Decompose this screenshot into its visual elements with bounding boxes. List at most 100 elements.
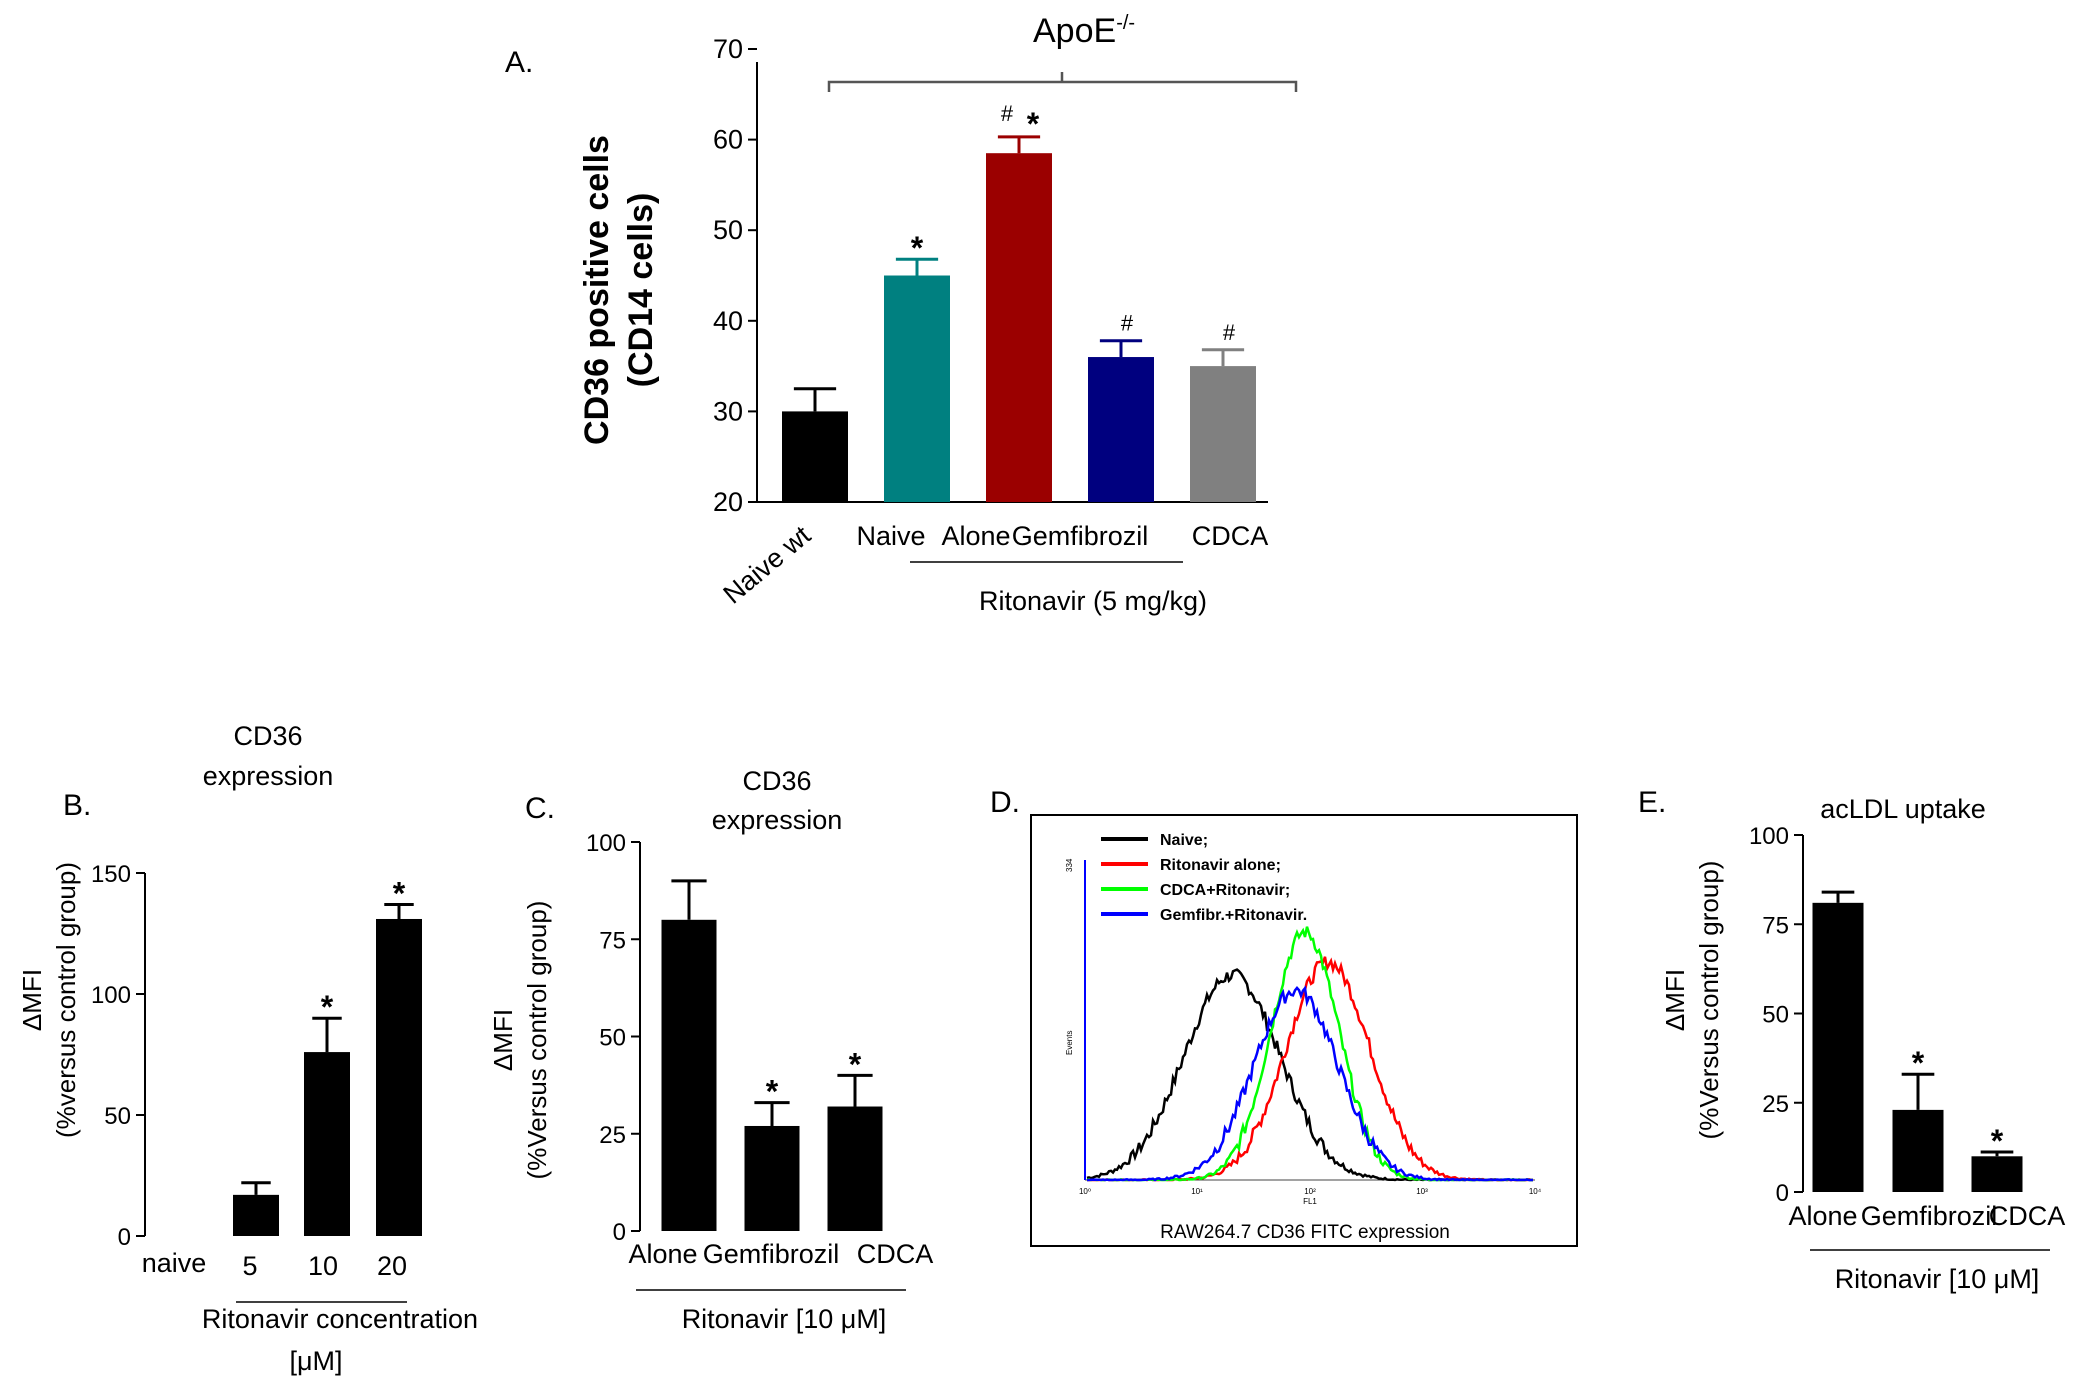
panel-e-annotations: **: [1912, 1045, 2004, 1159]
panel-c-xlabel-gemfibrozil: Gemfibrozil: [703, 1239, 840, 1269]
panel-b-annot-star-2: *: [321, 989, 334, 1025]
panel-c-label: C.: [525, 792, 555, 825]
panel-d-ytick-tiny: 334: [1065, 858, 1074, 872]
panel-e-bar-1: [1892, 1109, 1944, 1192]
panel-e-ylabel: ΔMFI (%Versus control group): [1660, 861, 1724, 1140]
panel-a-bar-2: [986, 153, 1052, 502]
panel-c-group-label: Ritonavir [10 μM]: [682, 1304, 887, 1334]
legend-label-ritonavir-alone: Ritonavir alone;: [1160, 857, 1281, 874]
panel-c-annotations: **: [766, 1046, 862, 1109]
panel-b-xlabel-20: 20: [377, 1251, 407, 1281]
panel-c-errorbar-0: [671, 879, 707, 920]
panel-a-ylabel-line1: CD36 positive cells: [578, 135, 616, 445]
panel-b-xlabel-5: 5: [242, 1251, 257, 1281]
panel-b-errorbar-2: [312, 1016, 342, 1053]
panel-b-bars: [233, 918, 422, 1236]
panel-b-ytick-label-2: 100: [91, 982, 131, 1009]
panel-e-xlabel-gemfibrozil: Gemfibrozil: [1861, 1201, 1998, 1231]
panel-e-ytick-label-0: 0: [1776, 1180, 1789, 1207]
panel-e-yticks: 0 25 50 75 100: [1749, 823, 1803, 1207]
panel-d-xtick-tiny-4: 10⁴: [1529, 1187, 1542, 1196]
panel-d-xlabel: RAW264.7 CD36 FITC expression: [1160, 1222, 1450, 1243]
panel-a-ytick-label-3: 50: [713, 215, 743, 245]
panel-a-xlabel-naive-wt: Naive wt: [718, 520, 817, 610]
panel-b-annot-star-3: *: [393, 875, 406, 911]
panel-e-xlabel-alone: Alone: [1788, 1201, 1857, 1231]
panel-c-bar-1: [744, 1125, 800, 1231]
panel-a-xlabel-cdca: CDCA: [1192, 521, 1269, 551]
panel-e-annot-star-2: *: [1991, 1123, 2004, 1159]
panel-a-errorbar-2: [997, 135, 1041, 154]
panel-d-frame: [1030, 814, 1578, 1247]
panel-a-annot-hash-2: #: [1001, 101, 1014, 126]
panel-c-ylabel: ΔMFI (%Versus control group): [488, 901, 552, 1180]
panel-b-errorbar-1: [241, 1181, 271, 1195]
panel-c: CD36 expression C. ΔMFI (%Versus control…: [488, 766, 933, 1334]
panel-b-yticks: 0 50 100 150: [91, 861, 145, 1251]
panel-a-xlabel-naive: Naive: [856, 521, 925, 551]
panel-b-xlabel-10: 10: [308, 1251, 338, 1281]
panel-b-ylabel: ΔMFI (%versus control group): [17, 862, 81, 1138]
panel-a-errorbar-1: [895, 257, 939, 276]
panel-a-xlabel-alone: Alone: [941, 521, 1010, 551]
panel-c-ytick-label-1: 25: [599, 1122, 626, 1149]
panel-b-annotations: **: [321, 875, 406, 1025]
panel-c-errorbar-1: [754, 1101, 790, 1126]
panel-a-label: A.: [505, 46, 533, 79]
panel-e-title: acLDL uptake: [1820, 794, 1986, 824]
panel-a-errorbar-0: [793, 387, 837, 412]
panel-c-ytick-label-3: 75: [599, 927, 626, 954]
panel-c-bar-0: [661, 919, 717, 1231]
panel-c-ytick-label-2: 50: [599, 1025, 626, 1052]
panel-a-xlabel-gemfibrozil: Gemfibrozil: [1012, 521, 1149, 551]
panel-e-errorbars: [1821, 890, 2014, 1157]
panel-e-bars: [1812, 902, 2023, 1192]
panel-a-ytick-label-4: 60: [713, 125, 743, 155]
panel-b-bar-3: [376, 918, 422, 1236]
panel-a-errorbar-3: [1099, 339, 1143, 358]
panel-e-xlabel-cdca: CDCA: [1989, 1201, 2066, 1231]
panel-c-yticks: 0 25 50 75 100: [586, 830, 640, 1246]
panel-e-ytick-label-4: 100: [1749, 823, 1789, 850]
panel-b-ylabel-line1: ΔMFI: [17, 969, 47, 1031]
panel-e-ytick-label-2: 50: [1762, 1002, 1789, 1029]
panel-e-errorbar-1: [1901, 1072, 1935, 1110]
panel-b-title-line2: expression: [203, 761, 334, 791]
legend-label-cdca-ritonavir: CDCA+Ritonavir;: [1160, 882, 1290, 899]
panel-c-xlabel-alone: Alone: [628, 1239, 697, 1269]
panel-a-bar-4: [1190, 366, 1256, 502]
panel-e-ytick-label-3: 75: [1762, 912, 1789, 939]
panel-a-bar-0: [782, 411, 848, 502]
panel-e-ylabel-line2: (%Versus control group): [1694, 861, 1724, 1140]
panel-d-xtick-tiny-1: 10¹: [1191, 1187, 1203, 1196]
panel-a-annotations: * # * # #: [911, 101, 1236, 345]
panel-b-title-line1: CD36: [233, 721, 302, 751]
panel-d-xlabel-tiny: FL1: [1303, 1197, 1317, 1206]
panel-b: CD36 expression B. ΔMFI (%versus control…: [17, 721, 478, 1376]
panel-e: E. acLDL uptake ΔMFI (%Versus control gr…: [1638, 786, 2065, 1294]
panel-e-group-label: Ritonavir [10 μM]: [1835, 1264, 2040, 1294]
panel-a-ylabel-line2: (CD14 cells): [622, 193, 660, 388]
panel-a-bracket: [827, 72, 1298, 92]
panel-b-ytick-label-1: 50: [104, 1103, 131, 1130]
panel-a-annot-star-2: *: [1027, 106, 1040, 142]
panel-a-annot-star-1: *: [911, 230, 924, 266]
panel-e-label: E.: [1638, 786, 1666, 819]
panel-a-group-label: Ritonavir (5 mg/kg): [979, 586, 1207, 616]
panel-a-annot-hash-3: #: [1121, 311, 1134, 336]
panel-b-ytick-label-3: 150: [91, 861, 131, 888]
panel-a-ylabel: CD36 positive cells (CD14 cells): [578, 135, 660, 445]
panel-a-ytick-label-5: 70: [713, 34, 743, 64]
panel-a-annot-hash-4: #: [1223, 320, 1236, 345]
legend-label-gemfibr-ritonavir: Gemfibr.+Ritonavir.: [1160, 907, 1307, 924]
panel-e-ytick-label-1: 25: [1762, 1091, 1789, 1118]
panel-b-bar-1: [233, 1194, 279, 1236]
panel-b-xlabel-line1: Ritonavir concentration: [202, 1304, 478, 1334]
panel-b-xlabel-line2: [μM]: [289, 1346, 342, 1376]
panel-e-bar-0: [1812, 902, 1864, 1192]
panel-e-errorbar-2: [1980, 1150, 2014, 1157]
panel-a-ytick-label-1: 30: [713, 396, 743, 426]
panel-c-title-line1: CD36: [742, 766, 811, 796]
panel-c-bars: [661, 919, 883, 1231]
panel-d-xtick-tiny-2: 10²: [1304, 1187, 1316, 1196]
